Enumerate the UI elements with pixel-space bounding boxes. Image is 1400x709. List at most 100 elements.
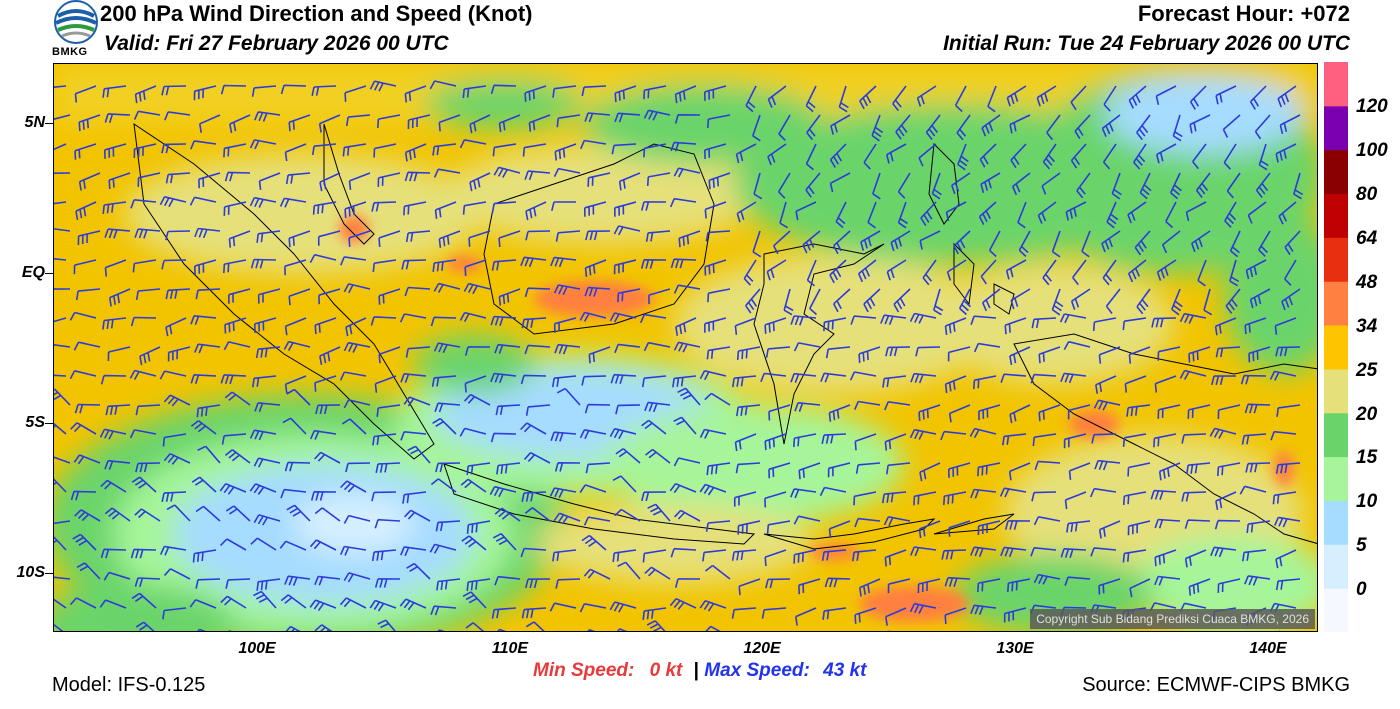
wind-barb xyxy=(1064,491,1087,510)
wind-barb xyxy=(102,85,127,98)
wind-barb xyxy=(779,201,789,229)
wind-barb xyxy=(228,288,251,304)
wind-barb xyxy=(918,143,937,167)
wind-barb xyxy=(403,396,431,407)
wind-barb xyxy=(674,114,701,124)
wind-barb xyxy=(257,288,281,304)
wind-barb xyxy=(107,346,131,362)
wind-barb xyxy=(225,505,251,522)
wind-barb xyxy=(104,459,131,470)
wind-field xyxy=(54,64,1317,631)
wind-barb xyxy=(137,172,161,187)
wind-barb xyxy=(54,535,67,551)
wind-barb xyxy=(459,139,487,149)
wind-barb xyxy=(677,387,701,406)
wind-barb xyxy=(1154,518,1181,529)
wind-barb xyxy=(1101,114,1121,138)
wind-barb xyxy=(189,196,217,206)
wind-barb xyxy=(254,402,281,413)
wind-barb xyxy=(644,566,671,580)
wind-barb xyxy=(348,230,371,247)
wind-barb xyxy=(645,230,671,242)
wind-barb xyxy=(74,403,101,414)
wind-barb xyxy=(790,315,817,326)
wind-barb xyxy=(493,166,521,178)
wind-barb xyxy=(551,201,576,211)
wind-barb xyxy=(672,375,697,388)
wind-barb xyxy=(54,85,67,88)
wind-barb xyxy=(581,375,607,386)
model-name: Model: IFS-0.125 xyxy=(52,674,206,696)
wind-barb xyxy=(880,314,907,325)
wind-barb xyxy=(54,598,67,609)
wind-barb xyxy=(554,143,577,161)
wind-barb xyxy=(795,201,817,221)
wind-barb xyxy=(1008,462,1031,481)
wind-barb xyxy=(579,603,607,613)
wind-barb xyxy=(673,341,701,353)
wind-barb xyxy=(1276,404,1301,417)
wind-barb xyxy=(1136,114,1151,141)
wind-barb xyxy=(708,172,731,190)
wind-barb xyxy=(673,167,701,178)
wind-barb xyxy=(614,112,641,123)
wind-barb xyxy=(376,404,401,417)
wind-barb xyxy=(999,487,1027,498)
wind-barb xyxy=(164,111,191,121)
wind-barb xyxy=(822,607,847,620)
wind-barb xyxy=(494,575,521,586)
wind-barb xyxy=(339,545,367,556)
wind-barb xyxy=(549,487,577,499)
wind-barb xyxy=(699,428,727,439)
wind-barb xyxy=(1179,369,1207,380)
wind-barb xyxy=(643,109,671,121)
colorbar-swatch xyxy=(1324,149,1348,195)
wind-barb xyxy=(1004,520,1031,530)
wind-barb xyxy=(946,259,967,281)
wind-barb xyxy=(459,427,487,437)
wind-barb xyxy=(196,404,221,418)
wind-barb xyxy=(1136,288,1151,315)
wind-barb xyxy=(521,317,547,329)
bmkg-logo-icon xyxy=(54,0,98,44)
y-tick-mark xyxy=(45,273,53,274)
wind-barb xyxy=(764,491,787,508)
wind-barb xyxy=(528,114,551,132)
wind-barb xyxy=(768,462,791,479)
wind-barb xyxy=(1154,375,1177,393)
wind-barb xyxy=(830,114,851,135)
wind-barb xyxy=(315,404,341,415)
wind-barb xyxy=(707,114,731,129)
wind-barb xyxy=(223,201,247,216)
wind-barb xyxy=(197,628,206,631)
wind-barb xyxy=(1185,201,1207,222)
colorbar-label: 34 xyxy=(1356,316,1378,337)
wind-barb xyxy=(973,375,997,390)
wind-barb xyxy=(855,462,881,474)
wind-barb xyxy=(706,346,731,360)
wind-barb xyxy=(1072,259,1087,286)
wind-barb xyxy=(1275,549,1297,569)
wind-barb xyxy=(944,607,967,625)
wind-barb xyxy=(705,564,731,580)
wind-barb xyxy=(371,201,397,212)
wind-barb xyxy=(581,534,607,551)
x-tick-label: 140E xyxy=(1249,640,1287,657)
wind-barb xyxy=(197,445,221,464)
wind-barb xyxy=(553,512,581,525)
wind-barb xyxy=(1031,491,1057,502)
wind-barb xyxy=(249,139,277,150)
wind-barb xyxy=(886,259,907,281)
wind-barb xyxy=(909,602,937,614)
wind-barb xyxy=(1122,491,1147,506)
wind-barb xyxy=(1105,288,1121,314)
wind-barb xyxy=(765,578,791,589)
wind-barb xyxy=(1060,548,1087,559)
wind-barb xyxy=(734,433,757,452)
wind-barb xyxy=(285,625,301,631)
wind-barb xyxy=(1060,372,1087,384)
wind-barb xyxy=(1279,114,1301,134)
colorbar-swatch xyxy=(1324,281,1348,326)
wind-barb xyxy=(498,114,521,133)
wind-barb xyxy=(978,404,1001,421)
